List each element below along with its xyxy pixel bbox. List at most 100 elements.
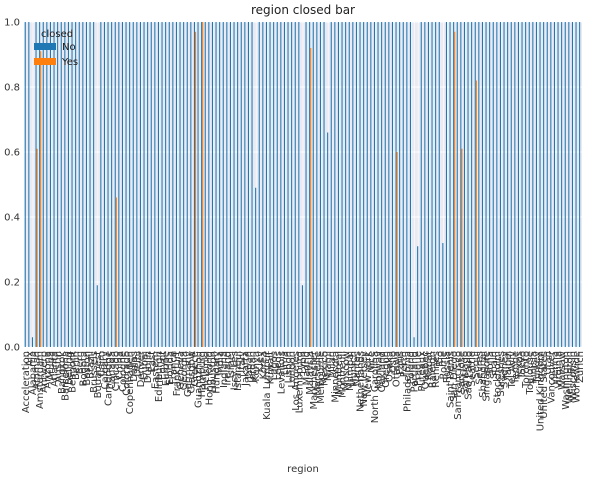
bar-no — [539, 22, 541, 347]
x-tick-label: Lima — [280, 351, 291, 375]
x-tick-label: Geneva — [176, 351, 187, 389]
x-tick-label: Zurich — [575, 351, 586, 383]
x-tick-label: Sofia — [485, 351, 496, 376]
y-tick-label: 0.4 — [4, 213, 20, 224]
x-tick-label: Istanbul — [233, 351, 244, 391]
bar-no — [67, 22, 69, 347]
bar-no — [352, 22, 354, 347]
bar-no — [269, 22, 271, 347]
bar-no — [316, 22, 318, 347]
bar-no — [24, 22, 26, 347]
bar-no — [481, 22, 483, 347]
x-tick-label: Moscow — [341, 351, 352, 391]
bar-no — [330, 22, 332, 347]
bar-no — [409, 22, 411, 347]
x-tick-label: Toronto — [521, 351, 532, 389]
x-tick-label: Taipei — [503, 351, 514, 381]
x-tick-label: Cairo — [96, 351, 107, 377]
x-tick-label: Russia — [442, 351, 453, 383]
bar-no — [168, 22, 170, 347]
bar-no — [406, 22, 408, 347]
x-tick-label: Perth — [399, 351, 410, 377]
x-tick-label: Ireland — [222, 351, 233, 386]
bar-no — [121, 22, 123, 347]
bar-no — [359, 22, 361, 347]
bar-no — [240, 22, 242, 347]
x-tick-label: Rio — [435, 351, 446, 367]
y-tick-label: 0.2 — [4, 278, 20, 289]
x-tick-label: Seattle — [467, 351, 478, 386]
bar-no — [46, 22, 48, 347]
bar-no — [442, 243, 444, 347]
y-axis-ticks: 0.0 0.2 0.4 0.6 0.8 1.0 — [4, 18, 20, 354]
x-tick-label: Paris — [395, 351, 406, 375]
x-tick-label: New Jersey — [359, 351, 370, 407]
bar-no — [399, 22, 401, 347]
bar-no — [492, 22, 494, 347]
bar-no — [453, 22, 455, 347]
bar-no — [309, 22, 311, 347]
x-tick-label: Beijing — [64, 351, 75, 385]
x-tick-label: Denver — [136, 350, 147, 387]
bar-yes — [195, 31, 197, 347]
bar-no — [64, 22, 66, 347]
bar-no — [431, 22, 433, 347]
x-tick-label: Cologne — [118, 351, 129, 392]
y-tick-label: 0.0 — [4, 343, 20, 354]
bar-no — [175, 22, 177, 347]
x-tick-label: Oregon — [381, 351, 392, 388]
bar-no — [507, 22, 509, 347]
x-tick-label: Raleigh — [428, 351, 439, 388]
x-tick-label: Wellington — [564, 351, 575, 404]
bars-group — [24, 22, 581, 347]
bar-no — [499, 22, 501, 347]
bar-no — [233, 22, 235, 347]
bar-no — [276, 22, 278, 347]
x-tick-label: China — [114, 351, 125, 380]
x-tick-label: Los Angeles — [291, 351, 302, 411]
x-tick-label: Lisbon — [284, 351, 295, 383]
x-tick-label: Nice — [366, 351, 377, 373]
bar-no — [363, 22, 365, 347]
x-tick-label: Aruba — [46, 351, 57, 381]
x-tick-label: Montreal — [334, 351, 345, 395]
x-tick-label: Leeds — [273, 351, 284, 380]
x-tick-label: Guangzhou — [194, 351, 205, 408]
bar-no — [255, 187, 257, 347]
bar-no — [575, 22, 577, 347]
bar-no — [129, 22, 131, 347]
x-tick-label: Kuwait — [266, 351, 277, 384]
x-tick-label: Jakarta — [240, 351, 251, 387]
bar-no — [402, 22, 404, 347]
x-tick-label: Sevres — [474, 351, 485, 385]
x-tick-label: Worldwide — [572, 351, 583, 403]
bar-no — [377, 22, 379, 347]
bar-no — [550, 22, 552, 347]
bar-no — [193, 22, 195, 347]
bar-no — [258, 22, 260, 347]
x-tick-label: Netherlands — [356, 351, 367, 412]
x-tick-label: Spain — [489, 351, 500, 379]
x-tick-label: North Carolina — [370, 351, 381, 423]
bar-no — [93, 22, 95, 347]
x-tick-label: Kuala Lumpur — [262, 350, 273, 420]
bar-no — [388, 22, 390, 347]
x-tick-label: Eastern — [150, 351, 161, 389]
x-tick-label: Osaka — [384, 351, 395, 382]
bar-no — [496, 22, 498, 347]
bar-yes — [115, 197, 117, 347]
x-tick-label: Aix — [24, 351, 35, 367]
bar-no — [251, 22, 253, 347]
x-tick-label: Acceleration — [21, 351, 32, 413]
x-tick-label: Montreuil — [338, 351, 349, 398]
x-tick-label: Florida — [165, 351, 176, 385]
x-tick-label: East — [147, 351, 158, 373]
bar-no — [132, 22, 134, 347]
bar-no — [190, 22, 192, 347]
bar-no — [395, 22, 397, 347]
x-axis-ticks: AccelerationAixAlabamaAmmanAmsterdamAntw… — [21, 350, 586, 431]
bar-no — [510, 22, 512, 347]
bar-no — [528, 22, 530, 347]
x-tick-label: Warsaw — [557, 351, 568, 390]
